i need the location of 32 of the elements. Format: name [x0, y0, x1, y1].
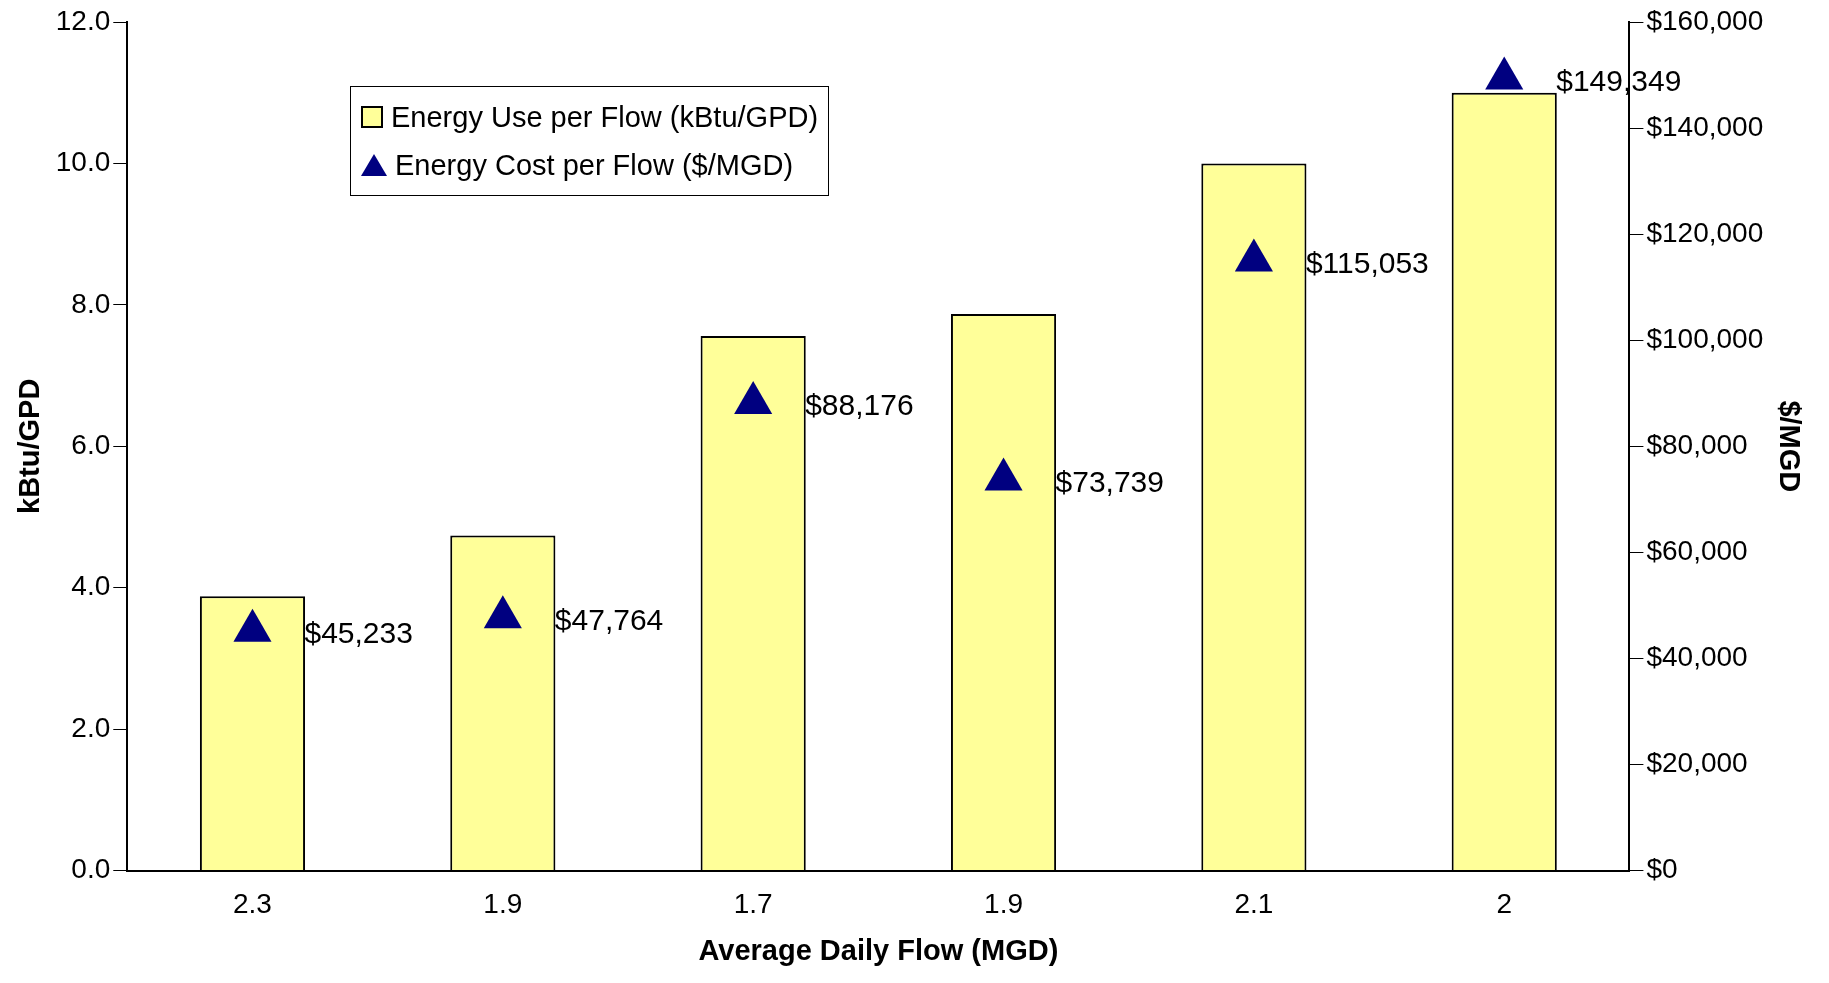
x-tick-label: 2.3	[233, 888, 272, 920]
x-tick-label: 2.1	[1234, 888, 1274, 920]
data-label: $45,233	[304, 615, 413, 649]
data-label: $47,764	[554, 602, 664, 636]
y-axis-title: kBtu/GPD	[13, 378, 46, 514]
data-label: $73,739	[1055, 464, 1164, 498]
y2-tick-label: $160,000	[1646, 4, 1764, 36]
y-tick-label: 4.0	[71, 570, 111, 602]
x-tick-label: 1.9	[984, 888, 1023, 920]
y-tick-label: 6.0	[71, 429, 111, 461]
y2-tick-label: $100,000	[1646, 322, 1764, 354]
y-tick-label: 8.0	[71, 287, 111, 319]
x-axis-title: Average Daily Flow (MGD)	[698, 933, 1059, 966]
y2-tick-label: $40,000	[1646, 641, 1748, 673]
y2-tick-label: $60,000	[1646, 535, 1748, 567]
y-tick-label: 12.0	[55, 4, 111, 36]
y2-tick-label: $140,000	[1646, 110, 1764, 142]
y2-tick-label: $120,000	[1646, 216, 1764, 248]
data-label: $115,053	[1305, 245, 1429, 279]
x-tick-label: 1.9	[483, 888, 523, 920]
legend-label: Energy Use per Flow (kBtu/GPD)	[391, 100, 819, 134]
y2-tick-label: $80,000	[1646, 429, 1748, 461]
y2-tick-label: $0	[1646, 853, 1678, 885]
legend-label: Energy Cost per Flow ($/MGD)	[395, 148, 794, 182]
x-tick-label: 1.7	[733, 888, 773, 920]
y-tick-label: 0.0	[71, 853, 111, 885]
y-tick-label: 10.0	[55, 146, 111, 178]
y2-tick-label: $20,000	[1646, 747, 1748, 779]
x-tick-label: 2	[1496, 888, 1513, 920]
data-label: $88,176	[805, 388, 914, 422]
y-tick-label: 2.0	[71, 711, 111, 743]
y2-axis-title: $/MGD	[1773, 400, 1806, 493]
